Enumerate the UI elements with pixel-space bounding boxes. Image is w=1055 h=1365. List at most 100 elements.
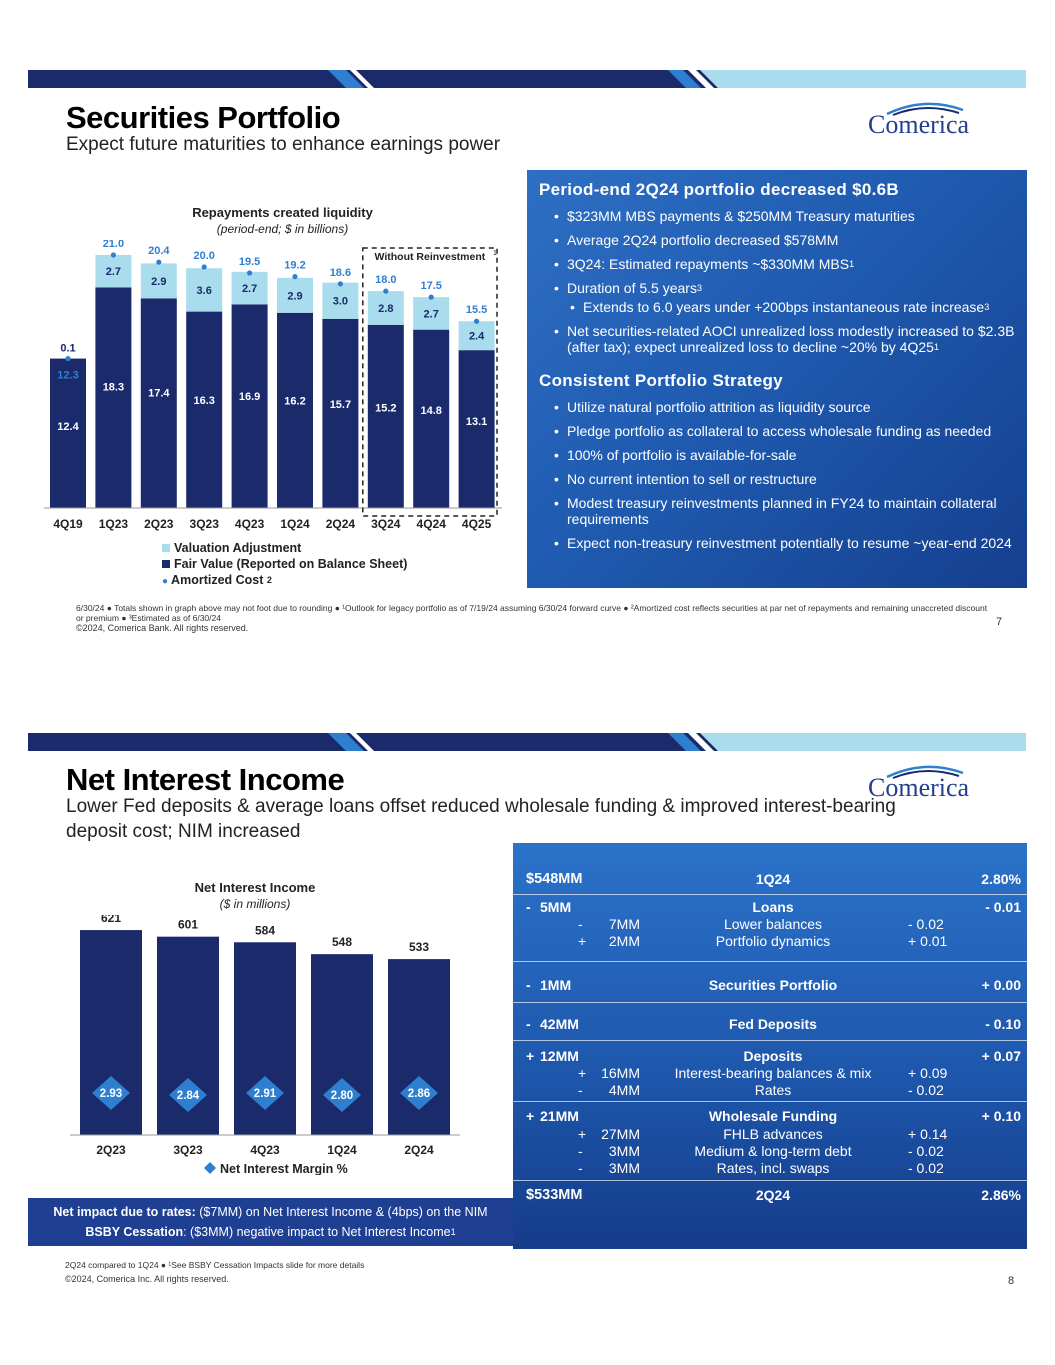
note-text: ($7MM) on Net Interest Income & (4bps) o… xyxy=(195,1205,488,1219)
adjustment-label: 2.4 xyxy=(469,331,485,343)
row-label: Wholesale Funding xyxy=(708,1108,838,1124)
header-quarter: 1Q24 xyxy=(755,871,791,887)
panel-list-2: Utilize natural portfolio attrition as l… xyxy=(554,399,1017,551)
adjustment-label: 3.6 xyxy=(197,285,212,297)
amortized-cost-label: 18.6 xyxy=(330,267,351,279)
divider xyxy=(513,894,1027,895)
divider xyxy=(513,1180,1027,1181)
sub-label: Rates xyxy=(754,1082,792,1098)
note-bold: Net impact due to rates: xyxy=(53,1205,196,1219)
adjustment-label: 2.7 xyxy=(242,283,257,295)
row-nim-change: + 0.00 xyxy=(981,977,1021,993)
nii-walk-table: $548MM 1Q24 2.80% -5MM Loans - 0.01-7MM Lower … xyxy=(513,843,1027,1249)
sub-label: Lower balances xyxy=(723,916,823,932)
legend-swatch xyxy=(162,544,170,552)
logo-arcs-icon xyxy=(886,765,964,779)
row-amount: 12MM xyxy=(540,1048,579,1064)
sub-amount: 3MM xyxy=(608,1160,640,1176)
copyright: ©2024, Comerica Inc. All rights reserved… xyxy=(65,1274,229,1284)
category-label: 1Q23 xyxy=(99,517,129,531)
legend-diamond-icon xyxy=(204,1162,216,1174)
fair-value-label: 12.4 xyxy=(57,421,79,433)
row-amount: 21MM xyxy=(540,1108,579,1124)
category-label: 3Q23 xyxy=(190,517,220,531)
amortized-cost-label: 19.2 xyxy=(284,260,305,272)
category-label: 4Q19 xyxy=(53,517,83,531)
sub-nim-change: - 0.02 xyxy=(908,1160,944,1176)
adjustment-label: 3.0 xyxy=(333,296,348,308)
without-reinvestment-sup: 1 xyxy=(493,250,497,257)
fair-value-label: 16.2 xyxy=(284,396,305,408)
comerica-logo: Comerica xyxy=(868,110,970,139)
header-nii: $548MM xyxy=(526,871,583,887)
header-bar xyxy=(28,70,1026,88)
footer-quarter: 2Q24 xyxy=(755,1187,791,1203)
category-label: 4Q23 xyxy=(250,1143,280,1157)
nii-value-label: 533 xyxy=(409,940,429,954)
amortized-cost-dot xyxy=(247,270,253,276)
without-reinvestment-label: Without Reinvestment xyxy=(375,251,486,263)
fair-value-label: 15.7 xyxy=(330,399,351,411)
copyright: ©2024, Comerica Bank. All rights reserve… xyxy=(76,623,249,633)
sub-amount: 27MM xyxy=(601,1126,640,1142)
row-sign: - xyxy=(526,977,531,993)
fair-value-label: 17.4 xyxy=(148,388,170,400)
list-item-text: $323MM MBS payments & $250MM Treasury ma… xyxy=(567,208,915,224)
amortized-cost-dot xyxy=(292,274,298,280)
sub-sign: - xyxy=(578,1082,583,1098)
row-label: Deposits xyxy=(743,1048,803,1064)
amortized-cost-label: 18.0 xyxy=(375,274,396,286)
nim-diamond xyxy=(92,1076,130,1110)
page-title: Net Interest Income xyxy=(66,762,345,797)
header-nim: 2.80% xyxy=(981,871,1021,887)
list-subitem: Extends to 6.0 years under +200bps insta… xyxy=(570,299,1017,315)
sub-label: FHLB advances xyxy=(723,1126,823,1142)
nim-label: 2.80 xyxy=(331,1090,353,1102)
panel-heading-1: Period-end 2Q24 portfolio decreased $0.6… xyxy=(539,180,899,199)
note-sup: 1 xyxy=(450,1227,456,1237)
legend-valuation-adjustment: Valuation Adjustment xyxy=(162,540,407,556)
note-line-2: BSBY Cessation: ($3MM) negative impact t… xyxy=(28,1222,513,1242)
legend-fair-value: Fair Value (Reported on Balance Sheet) xyxy=(162,556,407,572)
list-item-text: 3Q24: Estimated repayments ~$330MM MBS xyxy=(567,256,850,272)
list-item: Average 2Q24 portfolio decreased $578MM xyxy=(554,232,1017,248)
list-item: No current intention to sell or restruct… xyxy=(554,471,1017,487)
adjustment-label: 2.7 xyxy=(106,266,121,278)
list-item-sup: 1 xyxy=(849,259,855,269)
valuation-adjustment-bar xyxy=(367,291,404,325)
nim-label: 2.84 xyxy=(177,1090,200,1102)
adjustment-label: 2.9 xyxy=(151,276,166,288)
comerica-logo: Comerica xyxy=(868,773,970,802)
page-subtitle: Expect future maturities to enhance earn… xyxy=(66,134,501,155)
category-label: 2Q23 xyxy=(144,517,174,531)
note-bold: BSBY Cessation xyxy=(85,1225,184,1239)
list-item: 3Q24: Estimated repayments ~$330MM MBS1 xyxy=(554,256,1017,272)
legend-dot-icon: ● xyxy=(162,576,169,587)
list-item: Net securities-related AOCI unrealized l… xyxy=(554,323,1017,355)
valuation-adjustment-bar xyxy=(277,277,313,313)
page-subtitle-line-1: Lower Fed deposits & average loans offse… xyxy=(66,796,896,817)
footnote: 2Q24 compared to 1Q24 ● ¹See BSBY Cessat… xyxy=(65,1260,365,1270)
amortized-cost-dot xyxy=(201,264,207,270)
amortized-cost-dot xyxy=(474,318,480,324)
fair-value-bar xyxy=(140,298,177,508)
adjustment-label: 2.8 xyxy=(378,303,393,315)
fair-value-label: 18.3 xyxy=(103,382,124,394)
list-item: Utilize natural portfolio attrition as l… xyxy=(554,399,1017,415)
list-item-text: Net securities-related AOCI unrealized l… xyxy=(567,323,1015,355)
divider xyxy=(513,1101,1027,1102)
footnote-line: or premium ● ³Estimated as of 6/30/24 xyxy=(76,613,221,623)
list-item-text: Extends to 6.0 years under +200bps insta… xyxy=(583,299,985,315)
list-item-sup: 3 xyxy=(696,283,702,293)
row-amount: 5MM xyxy=(540,899,572,915)
valuation-adjustment-bar xyxy=(458,321,495,351)
page-title: Securities Portfolio xyxy=(66,100,341,135)
sub-label: Portfolio dynamics xyxy=(715,933,831,949)
legend-label: Amortized Cost xyxy=(171,573,264,587)
sub-amount: 4MM xyxy=(608,1082,640,1098)
legend-label: Valuation Adjustment xyxy=(174,541,302,555)
fair-value-label: 16.3 xyxy=(193,395,214,407)
footer-nii: $533MM xyxy=(526,1187,583,1203)
list-item-text: Duration of 5.5 years xyxy=(567,280,697,296)
fair-value-label: 15.2 xyxy=(375,402,396,414)
